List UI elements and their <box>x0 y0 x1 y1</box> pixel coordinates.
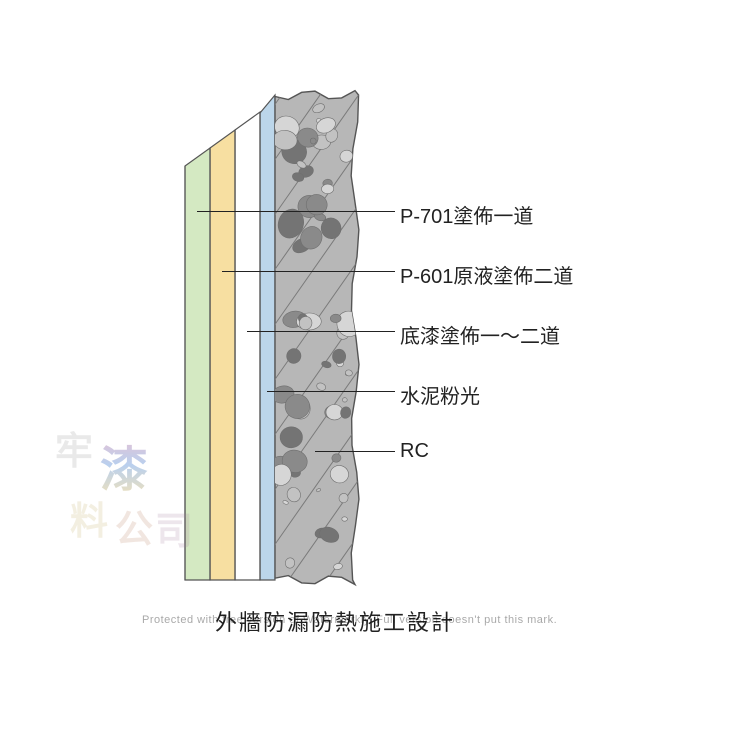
leader-line <box>197 211 395 212</box>
watermark-text: Protected with free version of Watermark… <box>142 614 557 626</box>
lbl-rc: RC <box>400 440 429 463</box>
leader-line <box>247 331 395 332</box>
leader-line <box>222 271 395 272</box>
leader-line <box>267 391 395 392</box>
lbl-base: 底漆塗佈一～二道 <box>400 320 560 349</box>
wall-section-diagram: P-701塗佈一道P-601原液塗佈二道底漆塗佈一～二道水泥粉光RC 外牆防漏防… <box>0 0 730 730</box>
lbl-p601: P-601原液塗佈二道 <box>400 260 573 289</box>
lbl-p701: P-701塗佈一道 <box>400 200 533 229</box>
lbl-cem: 水泥粉光 <box>400 380 480 409</box>
leader-line <box>315 451 395 452</box>
layer-3 <box>235 112 260 580</box>
layer-4 <box>260 95 275 580</box>
layer-2 <box>210 130 235 580</box>
